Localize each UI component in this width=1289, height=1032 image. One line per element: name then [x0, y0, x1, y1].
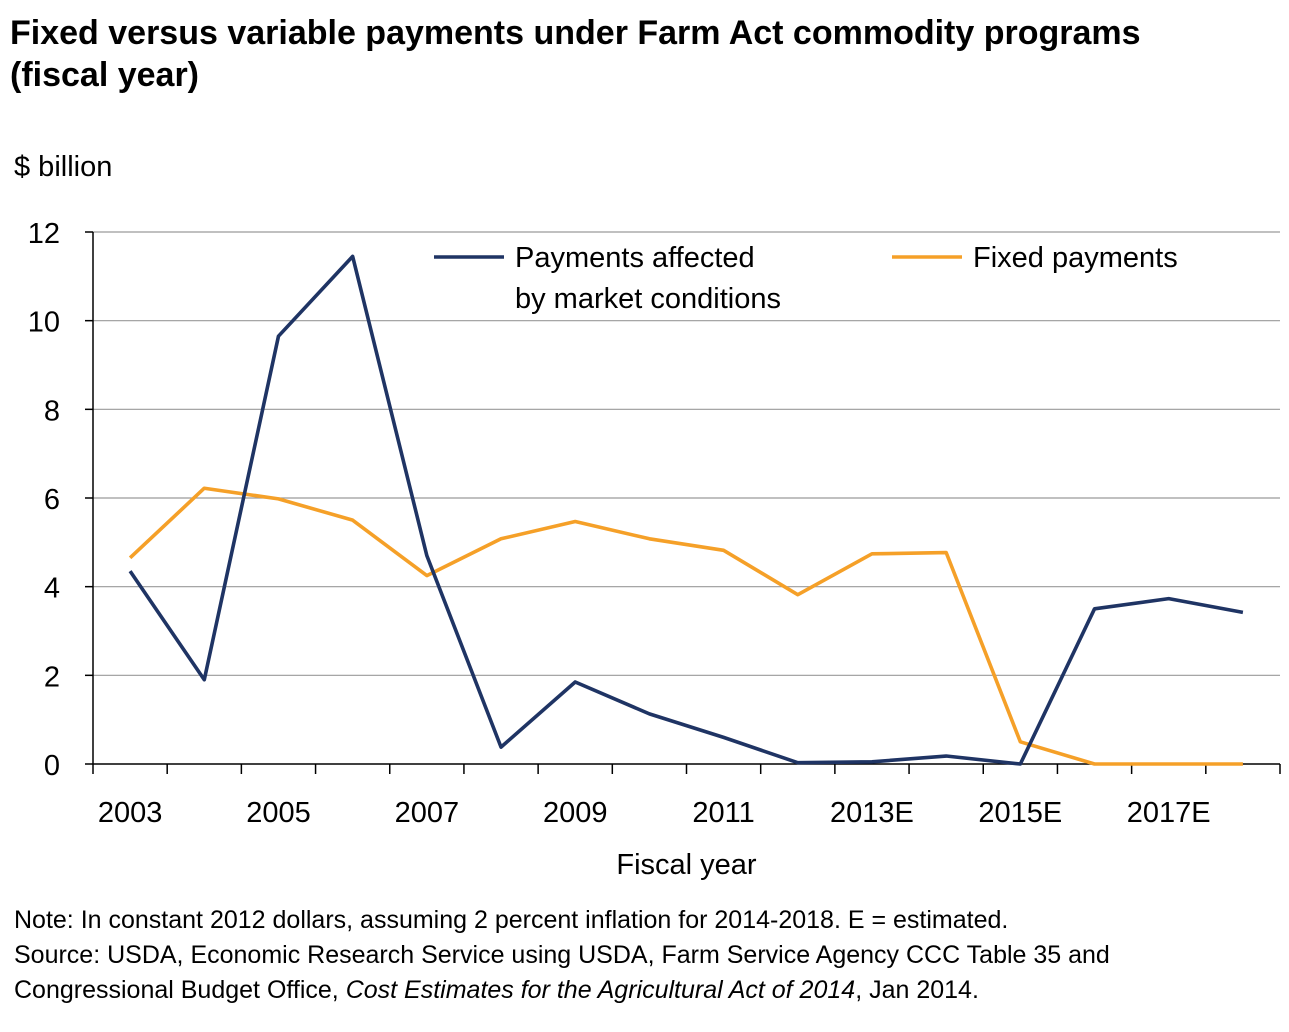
series-lines	[128, 254, 1244, 766]
series-line-market-payments	[128, 254, 1244, 766]
y-tick-label: 2	[44, 661, 60, 693]
source-publication-title: Cost Estimates for the Agricultural Act …	[345, 976, 856, 1004]
line-chart: 0 2 4 6 8 10 12 2003 2005 2007 2009 2011 2013E 2015E 2…	[14, 151, 1281, 881]
x-tick-label: 2009	[543, 797, 608, 829]
note-text: Note: In constant 2012 dollars, assuming…	[14, 906, 1009, 934]
source-text-line-1: Source: USDA, Economic Research Service …	[14, 941, 1110, 969]
source-text-suffix: , Jan 2014.	[855, 976, 979, 1004]
legend-label-market-payments: Payments affected	[515, 242, 755, 274]
source-text-line-2: Congressional Budget Office, Cost Estima…	[14, 973, 1279, 1008]
x-tick-label: 2013E	[830, 797, 914, 829]
x-tick-label: 2007	[395, 797, 460, 829]
legend-label-market-payments: by market conditions	[515, 283, 781, 315]
chart-title-line-1: Fixed versus variable payments under Far…	[10, 14, 1141, 52]
chart-title-line-2: (fiscal year)	[10, 56, 199, 94]
source-text-prefix: Congressional Budget Office,	[14, 976, 346, 1004]
x-tick-label: 2011	[692, 797, 754, 829]
chart-notes: Note: In constant 2012 dollars, assuming…	[14, 903, 1279, 1008]
chart-title: Fixed versus variable payments under Far…	[10, 12, 1280, 96]
y-tick-label: 8	[44, 395, 60, 427]
x-tick-label: 2003	[98, 797, 163, 829]
x-tick-label: 2005	[246, 797, 311, 829]
x-tick-label: 2015E	[978, 797, 1062, 829]
legend-label-fixed-payments: Fixed payments	[973, 242, 1178, 274]
x-axis-label: Fiscal year	[616, 849, 757, 881]
x-tick-label: 2017E	[1127, 797, 1211, 829]
y-tick-label: 12	[28, 218, 60, 250]
y-tick-label: 10	[28, 307, 60, 339]
y-tick-label: 0	[44, 750, 60, 782]
y-tick-label: 6	[44, 484, 60, 516]
y-tick-label: 4	[44, 573, 60, 605]
series-line-fixed-payments	[128, 486, 1243, 766]
axes: 0 2 4 6 8 10 12 2003 2005 2007 2009 2011 2013E 2015E 2…	[14, 151, 1281, 881]
y-axis-label: $ billion	[14, 151, 112, 183]
legend: Payments affected by market conditions Fix…	[434, 242, 1178, 315]
